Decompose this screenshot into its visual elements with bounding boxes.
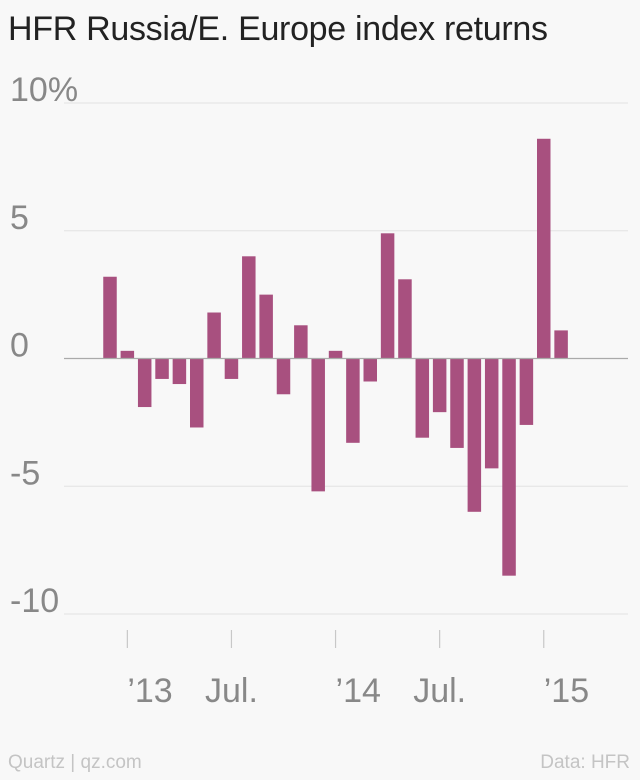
x-tick-label: ’14	[336, 672, 381, 710]
bar-2013-11	[294, 325, 308, 359]
bar-2013-09	[259, 294, 273, 359]
bar-2014-10	[484, 358, 499, 469]
bar-2013-05	[190, 358, 204, 428]
bar-2014-04	[380, 233, 395, 359]
y-tick-label: 10%	[10, 71, 78, 109]
grid-lines	[64, 102, 628, 615]
bar-2014-01	[328, 350, 343, 359]
x-tick-label: ’15	[544, 672, 589, 710]
chart-title: HFR Russia/E. Europe index returns	[8, 10, 548, 48]
bar-2013-02	[137, 358, 152, 408]
bar-2013-10	[276, 358, 291, 395]
y-tick-label: -10	[10, 582, 59, 620]
source-credit: Quartz | qz.com	[8, 752, 142, 773]
bar-2013-04	[172, 358, 187, 385]
bar-2013-12	[311, 358, 325, 492]
data-source: Data: HFR	[540, 752, 630, 773]
bar-2013-06	[207, 312, 221, 359]
x-tick-label: Jul.	[413, 672, 466, 710]
y-axis-tick-labels: 10% 5 0 -5 -10	[10, 71, 78, 620]
bar-2014-05	[398, 279, 412, 359]
x-tick-label: ’13	[127, 672, 172, 710]
bar-2013-07	[224, 358, 239, 379]
bar-2013-08	[242, 256, 256, 359]
x-tick-label: Jul.	[205, 672, 258, 710]
bar-2013-03	[155, 358, 169, 379]
bar-2014-09	[467, 358, 482, 512]
bar-2014-08	[450, 358, 464, 448]
y-tick-label: -5	[10, 454, 40, 492]
bar-2015-02	[554, 330, 568, 359]
bar-2014-07	[432, 358, 447, 413]
y-tick-label: 0	[10, 327, 29, 365]
bar-2014-02	[346, 358, 360, 443]
bar-2013-01	[120, 350, 135, 359]
x-axis-ticks: ’13 Jul. ’14 Jul. ’15	[126, 630, 589, 710]
y-tick-label: 5	[10, 199, 29, 237]
bar-2014-06	[415, 358, 430, 438]
bar-2015-01	[537, 138, 551, 359]
bar-2014-03	[363, 358, 377, 382]
bar-2014-11	[502, 358, 516, 576]
bar-2012-12	[103, 276, 117, 359]
bar-2014-12	[519, 358, 534, 425]
bars	[103, 138, 568, 576]
